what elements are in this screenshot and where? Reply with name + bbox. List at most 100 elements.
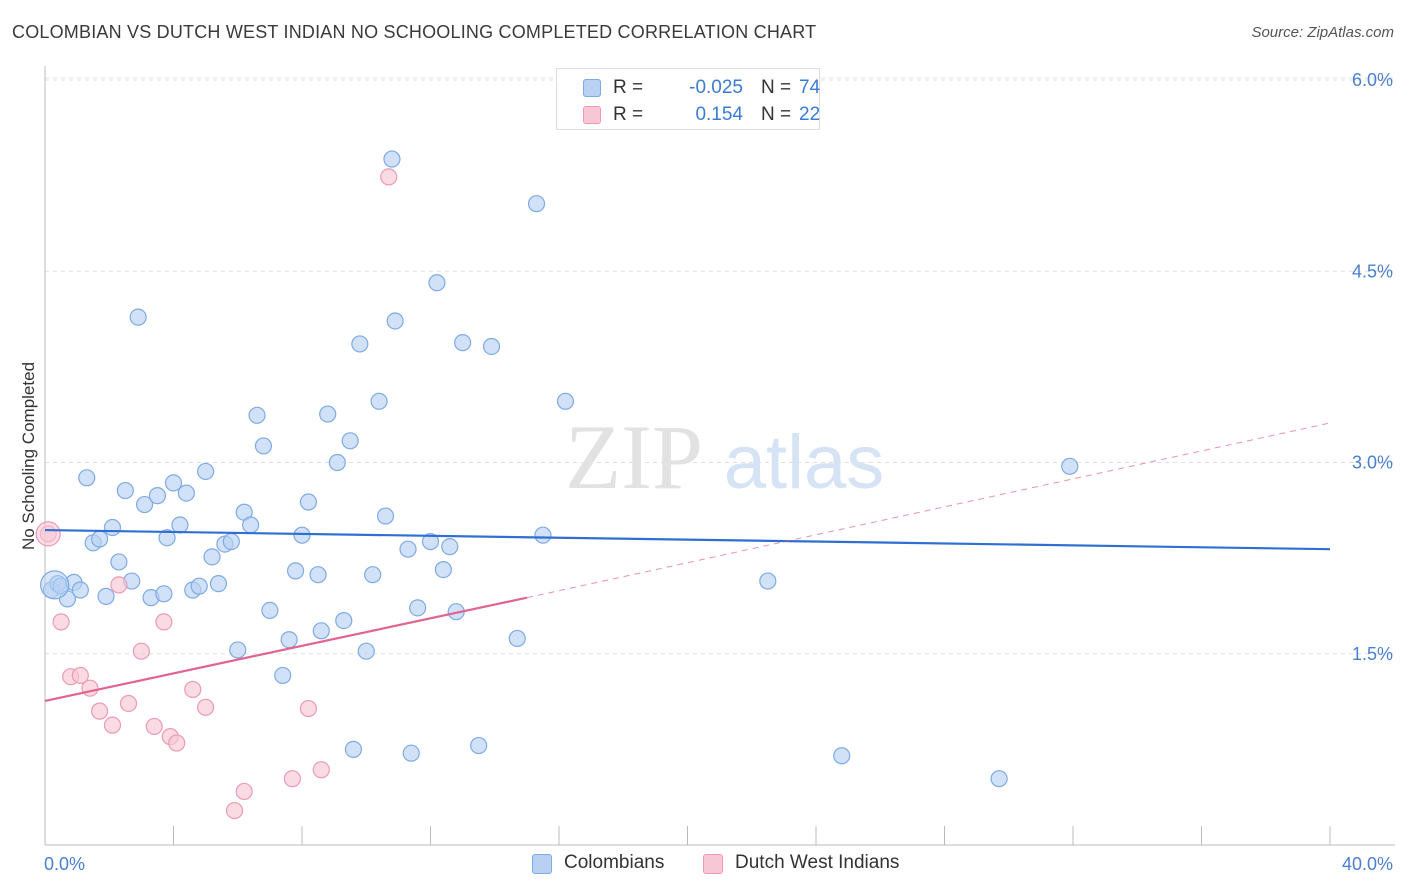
- data-point-colombians: [229, 641, 247, 659]
- data-point-colombians: [434, 560, 452, 579]
- data-point-dutch-west-indians: [283, 770, 301, 788]
- data-point-colombians: [399, 540, 417, 558]
- data-point-colombians: [421, 532, 440, 551]
- data-point-colombians: [534, 526, 552, 544]
- data-point-colombians: [222, 532, 240, 551]
- data-point-dutch-west-indians: [110, 576, 128, 594]
- n-label: N =: [761, 104, 792, 125]
- data-point-colombians: [103, 518, 122, 537]
- data-point-dutch-west-indians: [145, 717, 163, 736]
- y-tick-label: 4.5%: [1352, 261, 1393, 281]
- data-point-colombians: [110, 553, 128, 571]
- r-label: R =: [613, 104, 644, 125]
- trend-line-colombians: [44, 528, 1331, 551]
- data-point-colombians: [990, 770, 1008, 788]
- x-tick-label: 0.0%: [44, 854, 85, 874]
- legend-label: Colombians: [564, 852, 665, 873]
- legend-label: Dutch West Indians: [735, 852, 900, 873]
- data-point-dutch-west-indians: [299, 699, 318, 718]
- data-point-colombians: [248, 406, 266, 424]
- data-point-colombians: [190, 577, 208, 595]
- data-point-colombians: [254, 437, 273, 455]
- data-point-colombians: [357, 642, 375, 660]
- data-point-colombians: [383, 150, 401, 168]
- data-point-colombians: [341, 432, 359, 450]
- data-point-colombians: [242, 516, 260, 534]
- data-point-colombians: [97, 587, 115, 605]
- data-point-colombians: [261, 601, 279, 620]
- data-point-colombians: [454, 334, 472, 352]
- y-tick-label: 1.5%: [1352, 644, 1393, 664]
- series-colombians: [40, 150, 1079, 788]
- x-tick-label: 40.0%: [1342, 854, 1393, 874]
- data-point-colombians: [78, 469, 96, 487]
- data-point-dutch-west-indians: [132, 642, 150, 660]
- data-point-colombians: [299, 493, 318, 511]
- trend-line-dutch-west-indians: [44, 596, 528, 703]
- data-point-colombians: [508, 629, 526, 648]
- data-point-colombians: [319, 405, 337, 423]
- data-point-colombians: [203, 548, 221, 566]
- series-dutch-west-indians: [35, 168, 398, 820]
- y-tick-label: 6.0%: [1352, 70, 1393, 90]
- data-point-colombians: [833, 747, 851, 765]
- n-label: N =: [761, 77, 792, 98]
- data-point-colombians: [376, 507, 395, 525]
- data-point-colombians: [441, 538, 459, 556]
- watermark: ZIP atlas: [565, 406, 884, 508]
- trend-line-dutch-extended: [526, 422, 1331, 599]
- y-tick-label: 3.0%: [1352, 453, 1393, 473]
- data-point-colombians: [759, 572, 777, 590]
- swatch-pink: [703, 854, 723, 874]
- stats-legend: R = -0.025 N = 74 R = 0.154 N = 22: [556, 68, 820, 130]
- r-value: -0.025: [689, 77, 743, 98]
- data-point-dutch-west-indians: [312, 761, 330, 779]
- data-point-colombians: [482, 337, 501, 356]
- data-point-colombians: [155, 585, 173, 603]
- data-point-colombians: [351, 335, 369, 353]
- y-tick-labels: 1.5% 3.0% 4.5% 6.0%: [1352, 70, 1393, 664]
- data-point-colombians: [129, 308, 147, 326]
- data-point-colombians: [402, 744, 420, 762]
- trend-lines: [44, 422, 1331, 703]
- data-point-colombians: [344, 740, 362, 758]
- data-point-dutch-west-indians: [71, 666, 89, 685]
- data-point-colombians: [116, 481, 134, 500]
- data-point-colombians: [280, 631, 298, 649]
- data-point-colombians: [177, 484, 195, 502]
- data-point-colombians: [364, 566, 382, 584]
- data-point-colombians: [209, 575, 228, 593]
- n-value: 22: [799, 104, 821, 125]
- y-axis-label: No Schooling Completed: [19, 362, 38, 550]
- axes: [44, 66, 1395, 846]
- data-point-colombians: [91, 530, 109, 548]
- data-point-dutch-west-indians: [52, 613, 70, 631]
- chart-title: COLOMBIAN VS DUTCH WEST INDIAN NO SCHOOL…: [12, 22, 817, 42]
- data-point-colombians: [328, 453, 346, 472]
- data-point-colombians: [286, 562, 305, 580]
- r-value: 0.154: [695, 104, 743, 125]
- data-point-colombians: [409, 599, 427, 617]
- n-value: 74: [799, 77, 821, 98]
- data-point-colombians: [370, 392, 388, 410]
- data-point-colombians: [428, 274, 446, 292]
- swatch-blue: [583, 79, 601, 97]
- data-point-colombians: [335, 611, 353, 630]
- data-point-dutch-west-indians: [380, 168, 398, 186]
- data-point-dutch-west-indians: [184, 680, 202, 699]
- data-point-colombians: [1061, 457, 1079, 475]
- data-point-dutch-west-indians: [155, 613, 173, 631]
- source-label: Source: ZipAtlas.com: [1251, 24, 1394, 41]
- data-point-dutch-west-indians: [225, 801, 244, 820]
- data-point-colombians: [135, 495, 154, 514]
- data-point-colombians: [527, 195, 546, 213]
- data-point-colombians: [309, 566, 327, 584]
- x-tick-labels: 0.0% 40.0%: [44, 854, 1393, 874]
- data-point-dutch-west-indians: [91, 702, 109, 720]
- watermark-zip: ZIP: [565, 406, 703, 508]
- data-point-colombians: [386, 312, 404, 330]
- data-point-colombians: [312, 622, 330, 640]
- data-point-colombians-cluster: [40, 570, 70, 600]
- grid-lines: [45, 77, 1395, 655]
